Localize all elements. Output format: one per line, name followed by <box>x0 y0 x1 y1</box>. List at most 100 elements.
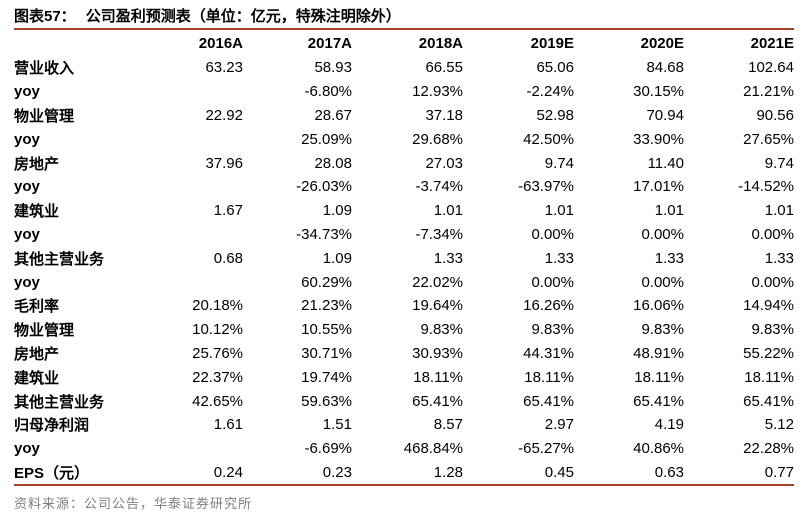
row-label: 其他主营业务 <box>14 393 105 411</box>
table-row: 毛利率 20.18% 21.23% 19.64% 16.26% 16.06% 14.94% <box>14 294 794 318</box>
row-label: 物业管理 <box>14 107 75 125</box>
cell-value: 10.55% <box>301 321 352 339</box>
cell-value: 22.28% <box>743 440 794 458</box>
cell-value: 10.12% <box>192 321 243 339</box>
cell-value: 1.01 <box>544 202 574 220</box>
cell-value: -34.73% <box>296 225 352 243</box>
cell-value <box>134 80 243 104</box>
cell-value: 9.74 <box>544 154 574 172</box>
cell-value: 0.68 <box>213 249 243 267</box>
cell-value: -65.27% <box>518 440 574 458</box>
cell-value: 28.67 <box>314 106 352 124</box>
cell-value: 33.90% <box>633 130 684 148</box>
cell-value: 30.93% <box>412 344 463 362</box>
cell-value: 65.06 <box>536 59 574 77</box>
cell-value: -6.80% <box>304 83 352 101</box>
cell-value: 1.01 <box>433 202 463 220</box>
cell-value: 65.41% <box>743 392 794 410</box>
cell-value: 0.00% <box>751 273 794 291</box>
cell-value: 22.02% <box>412 273 463 291</box>
row-label: 其他主营业务 <box>14 250 105 268</box>
cell-value: 1.33 <box>433 249 463 267</box>
source-note: 资料来源：公司公告，华泰证券研究所 <box>14 496 253 511</box>
row-label: yoy <box>14 178 40 196</box>
cell-value: 1.33 <box>764 249 794 267</box>
cell-value: 48.91% <box>633 344 684 362</box>
cell-value: 30.71% <box>301 344 352 362</box>
cell-value: 44.31% <box>523 344 574 362</box>
forecast-table: 2016A 2017A 2018A 2019E 2020E 2021E 营业收入 63.23… <box>14 31 794 484</box>
year-column-header: 2016A <box>198 35 243 52</box>
table-body: 营业收入 63.23 58.93 66.55 65.06 84.68 102.64 yoy -6… <box>14 56 794 484</box>
cell-value: 22.37% <box>192 368 243 386</box>
row-label: 归母净利润 <box>14 417 90 435</box>
table-row: 营业收入 63.23 58.93 66.55 65.06 84.68 102.64 <box>14 56 794 80</box>
cell-value: 22.92 <box>205 106 243 124</box>
cell-value: -6.69% <box>304 440 352 458</box>
cell-value: 12.93% <box>412 83 463 101</box>
cell-value: 25.09% <box>301 130 352 148</box>
row-label: EPS（元） <box>14 464 90 482</box>
cell-value: -26.03% <box>296 178 352 196</box>
cell-value: 70.94 <box>646 106 684 124</box>
figure-caption: 公司盈利预测表（单位：亿元，特殊注明除外） <box>85 8 401 25</box>
cell-value: 18.11% <box>413 368 463 386</box>
cell-value: 66.55 <box>425 59 463 77</box>
cell-value: 1.61 <box>213 416 243 434</box>
year-column-header: 2017A <box>307 35 352 52</box>
row-label: 物业管理 <box>14 322 75 340</box>
cell-value: 30.15% <box>633 83 684 101</box>
table-row: 其他主营业务 42.65% 59.63% 65.41% 65.41% 65.41% 65.4… <box>14 389 794 413</box>
cell-value: 65.41% <box>412 392 463 410</box>
cell-value: 0.77 <box>764 463 794 481</box>
cell-value: 20.18% <box>192 297 243 315</box>
row-label: yoy <box>14 130 40 148</box>
cell-value: 18.11% <box>744 368 794 386</box>
table-bottom-rule <box>14 484 794 486</box>
cell-value: 21.23% <box>301 297 352 315</box>
cell-value: 17.01% <box>633 178 684 196</box>
cell-value: 29.68% <box>412 130 463 148</box>
table-row: 建筑业 22.37% 19.74% 18.11% 18.11% 18.11% 18.11% <box>14 365 794 389</box>
cell-value: 65.41% <box>633 392 684 410</box>
row-label: 营业收入 <box>14 60 75 78</box>
year-column-header: 2020E <box>640 35 684 52</box>
cell-value <box>134 223 243 247</box>
cell-value: 65.41% <box>523 392 574 410</box>
table-row: 房地产 37.96 28.08 27.03 9.74 11.40 9.74 <box>14 151 794 175</box>
cell-value: 9.83% <box>641 321 684 339</box>
cell-value: 37.96 <box>205 154 243 172</box>
cell-value: 42.50% <box>523 130 574 148</box>
table-row: yoy -6.80% 12.93% -2.24% 30.15% 21.21% <box>14 80 794 104</box>
row-label: 建筑业 <box>14 203 60 221</box>
cell-value: 1.51 <box>322 416 352 434</box>
row-label: yoy <box>14 83 40 101</box>
label-column-header <box>14 31 134 56</box>
cell-value: 14.94% <box>743 297 794 315</box>
cell-value: 18.11% <box>634 368 684 386</box>
cell-value: 59.63% <box>301 392 352 410</box>
cell-value <box>134 127 243 151</box>
table-row: yoy -6.69% 468.84% -65.27% 40.86% 22.28% <box>14 437 794 461</box>
table-row: 物业管理 22.92 28.67 37.18 52.98 70.94 90.56 <box>14 104 794 128</box>
cell-value: 42.65% <box>192 392 243 410</box>
row-label: yoy <box>14 225 40 243</box>
cell-value: 5.12 <box>764 416 794 434</box>
cell-value: -63.97% <box>518 178 574 196</box>
cell-value: 40.86% <box>633 440 684 458</box>
table-row: yoy 60.29% 22.02% 0.00% 0.00% 0.00% <box>14 270 794 294</box>
table-row: 房地产 25.76% 30.71% 30.93% 44.31% 48.91% 55.22% <box>14 342 794 366</box>
year-column-header: 2021E <box>750 35 794 52</box>
cell-value: 19.64% <box>412 297 463 315</box>
cell-value: 55.22% <box>743 344 794 362</box>
cell-value: 60.29% <box>301 273 352 291</box>
row-label: yoy <box>14 440 40 458</box>
cell-value: 16.26% <box>523 297 574 315</box>
figure-label: 图表57： <box>14 8 76 25</box>
cell-value <box>134 270 243 294</box>
cell-value: 16.06% <box>633 297 684 315</box>
cell-value: 18.11% <box>524 368 574 386</box>
table-row: 归母净利润 1.61 1.51 8.57 2.97 4.19 5.12 <box>14 413 794 437</box>
cell-value: 27.03 <box>425 154 463 172</box>
